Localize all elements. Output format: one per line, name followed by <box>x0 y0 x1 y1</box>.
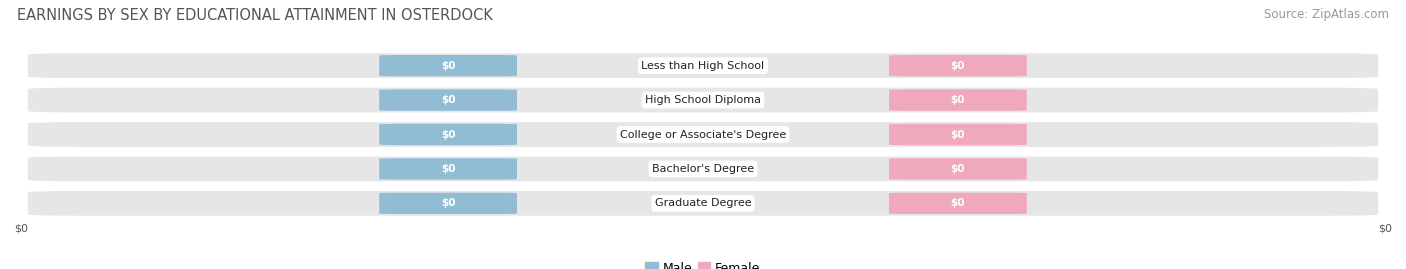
Text: $0: $0 <box>1378 223 1392 233</box>
FancyBboxPatch shape <box>380 158 517 180</box>
FancyBboxPatch shape <box>28 122 1378 147</box>
FancyBboxPatch shape <box>889 89 1026 111</box>
Text: $0: $0 <box>441 61 456 71</box>
Text: $0: $0 <box>441 198 456 208</box>
FancyBboxPatch shape <box>380 55 517 76</box>
FancyBboxPatch shape <box>28 88 1378 112</box>
FancyBboxPatch shape <box>889 158 1026 180</box>
FancyBboxPatch shape <box>28 191 1378 216</box>
Text: Bachelor's Degree: Bachelor's Degree <box>652 164 754 174</box>
Text: Graduate Degree: Graduate Degree <box>655 198 751 208</box>
Text: $0: $0 <box>950 129 965 140</box>
Text: $0: $0 <box>950 164 965 174</box>
FancyBboxPatch shape <box>380 89 517 111</box>
FancyBboxPatch shape <box>380 124 517 145</box>
FancyBboxPatch shape <box>889 55 1026 76</box>
FancyBboxPatch shape <box>28 157 1378 181</box>
FancyBboxPatch shape <box>889 124 1026 145</box>
Text: High School Diploma: High School Diploma <box>645 95 761 105</box>
FancyBboxPatch shape <box>889 193 1026 214</box>
Legend: Male, Female: Male, Female <box>641 257 765 269</box>
FancyBboxPatch shape <box>380 193 517 214</box>
Text: $0: $0 <box>950 95 965 105</box>
Text: College or Associate's Degree: College or Associate's Degree <box>620 129 786 140</box>
Text: Source: ZipAtlas.com: Source: ZipAtlas.com <box>1264 8 1389 21</box>
Text: $0: $0 <box>950 61 965 71</box>
Text: $0: $0 <box>441 164 456 174</box>
Text: $0: $0 <box>950 198 965 208</box>
FancyBboxPatch shape <box>28 53 1378 78</box>
Text: EARNINGS BY SEX BY EDUCATIONAL ATTAINMENT IN OSTERDOCK: EARNINGS BY SEX BY EDUCATIONAL ATTAINMEN… <box>17 8 492 23</box>
Text: Less than High School: Less than High School <box>641 61 765 71</box>
Text: $0: $0 <box>441 95 456 105</box>
Text: $0: $0 <box>14 223 28 233</box>
Text: $0: $0 <box>441 129 456 140</box>
